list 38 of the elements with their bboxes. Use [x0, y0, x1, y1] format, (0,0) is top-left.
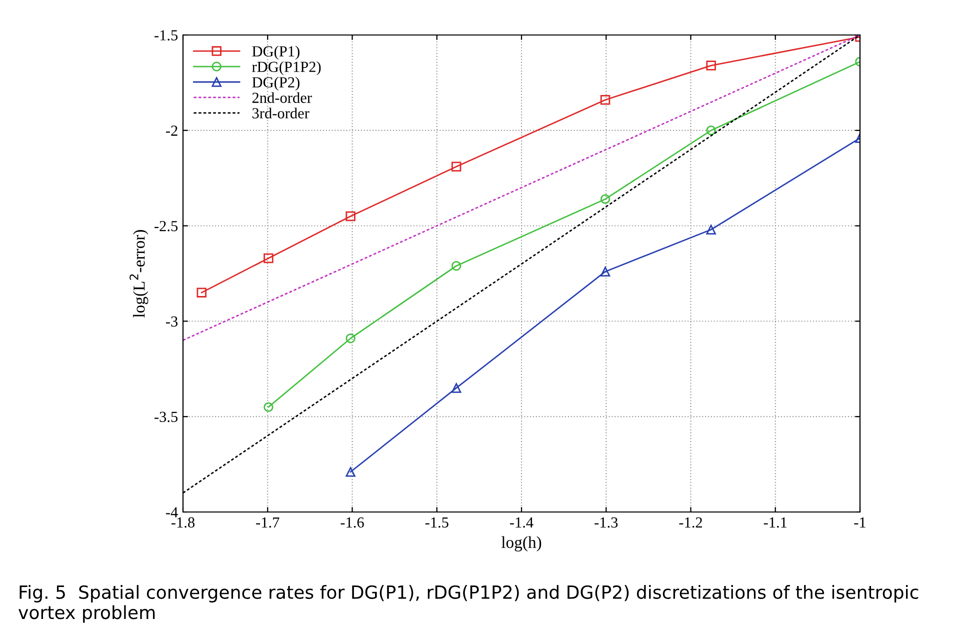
y-tick-label: -2.5 — [154, 220, 178, 232]
x-tick-label: -1.6 — [340, 517, 364, 528]
legend-label: rDG(P1P2) — [252, 61, 321, 76]
y-tick-label: -3 — [166, 316, 178, 327]
point — [196, 288, 206, 298]
point — [264, 253, 274, 264]
x-tick-label: -1.7 — [256, 517, 280, 528]
x-tick-label: -1.8 — [171, 517, 195, 528]
x-tick-label: -1.2 — [679, 517, 702, 528]
point — [706, 126, 716, 136]
caption: Fig. 5 Spatial convergence rates for DG(P1), rDG(P1P2) and DG(P2) discretizations of the isentropic vortex problem — [18, 585, 918, 623]
point — [346, 211, 356, 222]
point — [600, 266, 610, 276]
legend-label: DG(P2) — [252, 76, 300, 91]
x-tick-label: -1 — [854, 517, 866, 528]
legend-label: 3rd-order — [252, 108, 310, 118]
y-tick-label: -1.5 — [154, 30, 178, 41]
point — [451, 383, 462, 393]
x-tick-label: -1.4 — [510, 517, 534, 528]
y-tick-label: -4 — [166, 507, 178, 518]
point — [451, 261, 462, 271]
x-tick-label: -1.3 — [594, 517, 618, 528]
legend-label: 2nd-order — [252, 92, 312, 103]
point — [451, 162, 462, 172]
y-axis-title: log(L$^{2}$-error) — [130, 230, 148, 318]
x-tick-label: -1.5 — [425, 517, 448, 528]
point — [346, 467, 356, 477]
x-tick-label: -1.1 — [764, 517, 787, 528]
point — [706, 224, 716, 234]
y-tick-label: -2 — [166, 126, 178, 136]
y-tick-label: -3.5 — [154, 412, 178, 422]
point — [706, 60, 716, 70]
point — [600, 194, 610, 204]
point — [264, 402, 274, 412]
x-axis-title: log(h) — [501, 536, 542, 552]
legend-label: DG(P1) — [252, 46, 300, 60]
point — [346, 334, 356, 344]
point — [600, 95, 610, 105]
